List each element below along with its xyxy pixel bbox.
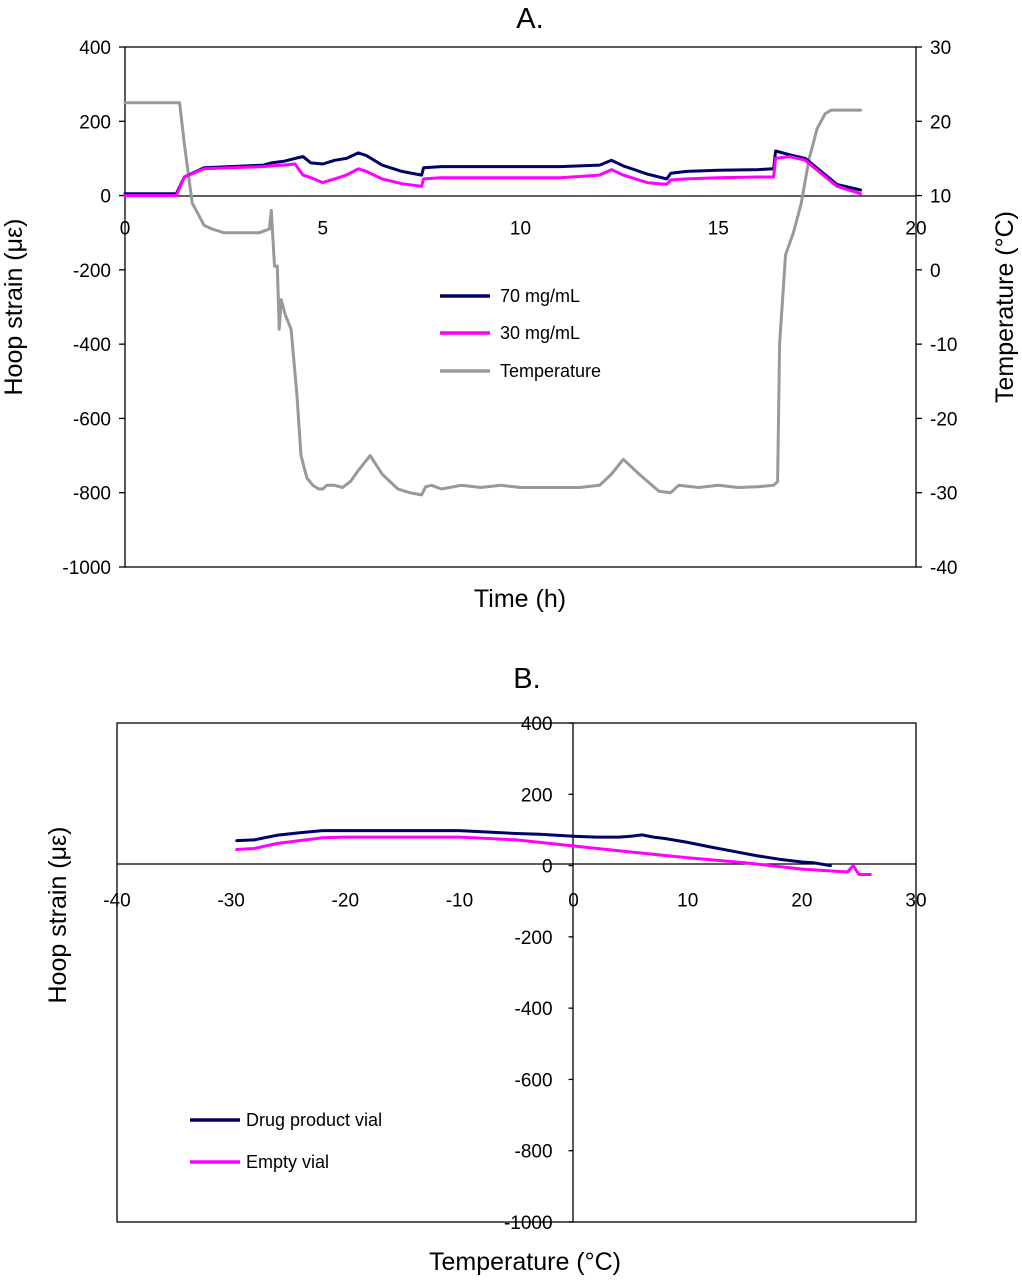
series-line-drug-product-vial (235, 829, 832, 868)
panel-b-x-tick-label: 20 (791, 891, 812, 912)
panel-b-y-axis-title: Hoop strain (με) (44, 827, 72, 1004)
panel-a-x-tick-label: 20 (905, 219, 926, 240)
panel-b: B. -40 -30 -20 -10 0 10 20 30-1000-800-600-400-… (44, 663, 927, 1276)
panel-b-x-axis-title: Temperature (°C) (429, 1248, 621, 1276)
panel-a-y2-tick-label: 10 (930, 187, 951, 208)
panel-a-x-tick-label: 15 (708, 219, 729, 240)
panel-a-y-axis-title: Hoop strain (με) (0, 219, 28, 396)
legend-label-empty-vial: Empty vial (246, 1152, 329, 1172)
panel-b-y-tick-label: -1000 (504, 1213, 553, 1234)
panel-b-x-tick-label: 30 (905, 891, 926, 912)
panel-a-x-tick-label: 10 (510, 219, 531, 240)
panel-b-ticks: -40 -30 -20 -10 0 10 20 30 -1000 -800 -600 -400 -200… (103, 714, 926, 1234)
legend-label-temperature: Temperature (500, 361, 601, 381)
legend-label-30-mg-ml: 30 mg/mL (500, 323, 580, 343)
panel-a-y2-tick-label: -10 (930, 335, 957, 356)
panel-a-y-tick-label: -800 (73, 484, 111, 505)
panel-a-y-tick-label: -400 (73, 335, 111, 356)
series-line-30-mg-ml (123, 155, 863, 198)
panel-a-legend: 70 mg/mL 30 mg/mL Temperature (440, 286, 601, 381)
panel-a-y-tick-label: -1000 (62, 558, 111, 579)
series-line-temperature (123, 101, 863, 497)
legend-label-70-mg-ml: 70 mg/mL (500, 286, 580, 306)
panel-a-y2-tick-label: -40 (930, 558, 957, 579)
panel-b-y-tick-label: -800 (515, 1142, 553, 1163)
panel-a-x-tick-label: 5 (317, 219, 328, 240)
panel-a-y2-tick-label: 30 (930, 38, 951, 59)
panel-a-x-tick-label: 0 (120, 219, 131, 240)
series-line-70-mg-ml (123, 149, 863, 196)
panel-b-series (235, 829, 872, 876)
panel-b-y-tick-label: -200 (515, 928, 553, 949)
panel-b-y-tick-label: 400 (521, 714, 553, 735)
panel-a-title: A. (516, 3, 543, 35)
panel-b-x-tick-label: -30 (217, 891, 244, 912)
panel-a-y-tick-label: 200 (79, 112, 111, 133)
panel-b-x-tick-label: 0 (568, 891, 579, 912)
panel-a-x-axis-title: Time (h) (474, 585, 566, 613)
panel-a-y-tick-label: 0 (100, 187, 111, 208)
panel-a-y-tick-label: -200 (73, 261, 111, 282)
panel-a-y2-tick-label: -30 (930, 484, 957, 505)
panel-a-y-tick-label: -600 (73, 409, 111, 430)
panel-a-ticks: 0 5 10 15 20-1000-800-600-400-2000200400-40-… (62, 38, 957, 579)
panel-b-title: B. (513, 663, 540, 695)
panel-a-y-tick-label: 400 (79, 38, 111, 59)
panel-b-y-tick-label: 0 (542, 857, 553, 878)
panel-b-x-tick-label: -20 (332, 891, 359, 912)
panel-b-x-tick-label: -10 (446, 891, 473, 912)
panel-b-x-tick-label: -40 (103, 891, 130, 912)
panel-b-y-tick-label: 200 (521, 785, 553, 806)
panel-a-y2-tick-label: -20 (930, 409, 957, 430)
panel-b-x-tick-label: 10 (677, 891, 698, 912)
panel-b-legend: Drug product vial Empty vial (190, 1110, 382, 1172)
panel-a-y2-tick-label: 20 (930, 112, 951, 133)
panel-a-plot-frame (124, 46, 917, 568)
panel-b-y-tick-label: -400 (515, 999, 553, 1020)
panel-a-y2-axis-title: Temperature (°C) (991, 211, 1019, 403)
panel-a: A. 0 5 10 15 20-1000-800-600-400-2000200400-… (0, 3, 1019, 613)
series-line-empty-vial (235, 835, 872, 876)
panel-a-series (123, 101, 863, 497)
legend-label-drug-product-vial: Drug product vial (246, 1110, 382, 1130)
panel-b-y-tick-label: -600 (515, 1070, 553, 1091)
panel-b-plot-frame (116, 722, 917, 1223)
panel-a-y2-tick-label: 0 (930, 261, 941, 282)
